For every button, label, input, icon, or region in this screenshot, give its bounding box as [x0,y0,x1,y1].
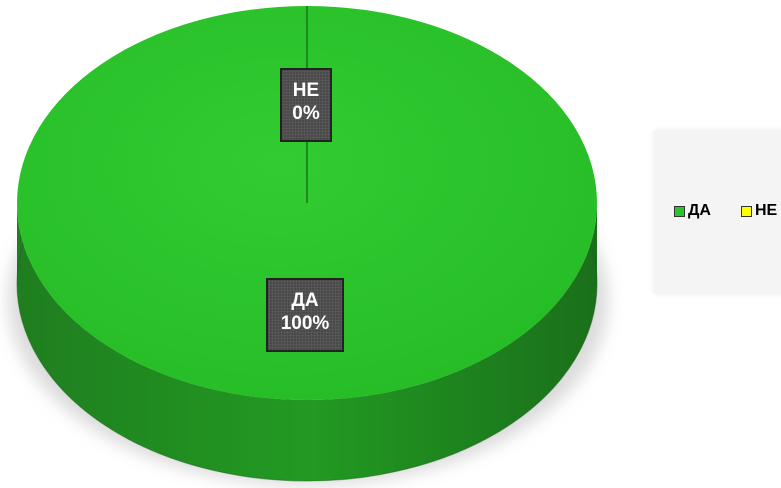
data-label-ne-value: 0% [292,103,320,124]
pie-side [17,203,597,481]
data-label-ne-name: НЕ [292,80,320,101]
data-label-da-name: ДА [291,290,319,311]
legend-label-da: ДА [688,202,711,219]
data-label-ne: НЕ 0% [280,68,332,142]
data-label-da: ДА 100% [266,278,344,352]
legend: ДА НЕ [654,130,781,294]
legend-swatch-ne [741,205,752,217]
legend-item-ne: НЕ [741,202,777,220]
data-label-da-value: 100% [280,313,330,334]
legend-swatch-da [674,205,685,217]
legend-label-ne: НЕ [755,202,778,219]
legend-item-da: ДА [674,202,711,220]
